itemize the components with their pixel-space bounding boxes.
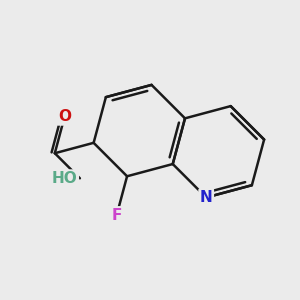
Text: N: N [200,190,213,205]
Text: O: O [58,109,71,124]
Text: F: F [112,208,122,223]
Text: HO: HO [52,171,77,186]
